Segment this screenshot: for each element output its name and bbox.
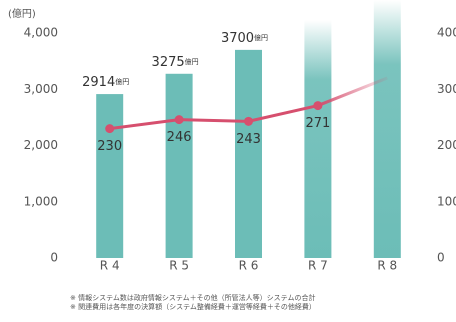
y-tick-label: 1,000: [24, 194, 58, 208]
line-value-label: 243: [236, 132, 261, 147]
y2-tick-label: 0: [437, 251, 445, 265]
bar-value-unit: 億円: [115, 77, 129, 86]
bar-value-unit: 億円: [185, 57, 199, 66]
x-tick-label: R 6: [239, 259, 259, 273]
x-tick-label: R 4: [100, 259, 120, 273]
bar: [235, 49, 262, 258]
bar-value-label: 2914億円: [82, 75, 129, 90]
line-value-label: 271: [305, 116, 330, 131]
x-tick-label: R 8: [377, 259, 397, 273]
note: ※ 情報システム数は政府情報システム＋その他（所管法人等）システムの合計: [70, 293, 315, 302]
x-tick-label: R 5: [169, 259, 189, 273]
bar-value-label: 3700億円: [221, 30, 268, 45]
line-projection: [317, 76, 388, 107]
projected-bar: [304, 20, 332, 258]
x-tick-label: R 7: [308, 259, 328, 273]
y-tick-label: 3,000: [24, 82, 58, 96]
line-point: [313, 101, 323, 111]
y-tick-label: 0: [50, 251, 58, 265]
projected-bar: [373, 0, 401, 258]
line-point: [244, 116, 253, 126]
y2-tick-label: 200: [437, 138, 456, 152]
y-unit: (億円): [8, 7, 36, 20]
bar-value: 3275: [152, 54, 185, 69]
bar: [165, 73, 193, 258]
note: ※ 関連費用は各年度の決算額（システム整備経費＋運営等経費＋その他経費）: [70, 302, 316, 311]
y2-tick-label: 100: [437, 194, 456, 208]
bar: [96, 94, 124, 259]
bar-value-label: 3275億円: [152, 54, 199, 69]
y-tick-label: 2,000: [24, 138, 58, 152]
y-tick-label: 4,000: [24, 26, 58, 40]
line-point: [174, 115, 184, 125]
line: [109, 104, 319, 131]
bar-value: 2914: [82, 75, 115, 90]
line-value-label: 230: [97, 139, 122, 154]
y2-tick-label: 300: [437, 82, 456, 96]
line-value-label: 246: [167, 130, 192, 145]
line-point: [105, 124, 115, 134]
bar-value: 3700: [221, 30, 254, 45]
bar-value-unit: 億円: [254, 33, 268, 42]
y2-tick-label: 400: [437, 26, 456, 40]
